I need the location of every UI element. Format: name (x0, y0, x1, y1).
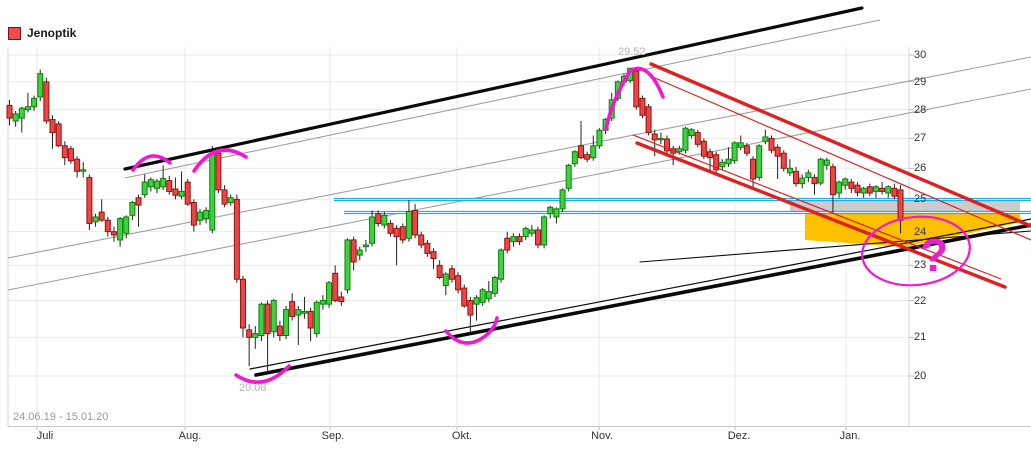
y-axis-label: 27 (914, 132, 927, 145)
period-label: 24.06.19 - 15.01.20 (13, 411, 109, 423)
y-axis-label: 29 (914, 75, 927, 88)
x-axis-label: Dez. (727, 430, 751, 442)
y-axis-label: 21 (914, 331, 927, 344)
y-axis-label: 24 (914, 225, 927, 238)
y-axis-label: 28 (914, 103, 927, 116)
legend: Jenoptik (8, 26, 76, 40)
low-price-label: 20.08 (239, 382, 267, 394)
x-axis-label: Jan. (839, 430, 861, 442)
high-price-label: 29.52 (618, 46, 646, 58)
y-axis-label: 20 (914, 370, 927, 382)
legend-instrument-label: Jenoptik (27, 26, 77, 40)
x-axis-label: Okt. (451, 430, 473, 442)
y-axis-label: 30 (914, 48, 927, 61)
x-axis-label: Sep. (321, 430, 345, 442)
y-axis-label: 25 (914, 193, 927, 206)
x-axis-label: Juli (36, 430, 54, 442)
x-axis-label: Nov. (591, 430, 613, 442)
y-axis-label: 26 (914, 162, 927, 175)
y-axis-label: 22 (914, 294, 927, 307)
y-axis-label: 23 (914, 259, 927, 272)
x-axis-label: Aug. (178, 430, 202, 442)
legend-swatch-icon (8, 26, 21, 40)
question-mark-annotation: ? (920, 229, 949, 281)
